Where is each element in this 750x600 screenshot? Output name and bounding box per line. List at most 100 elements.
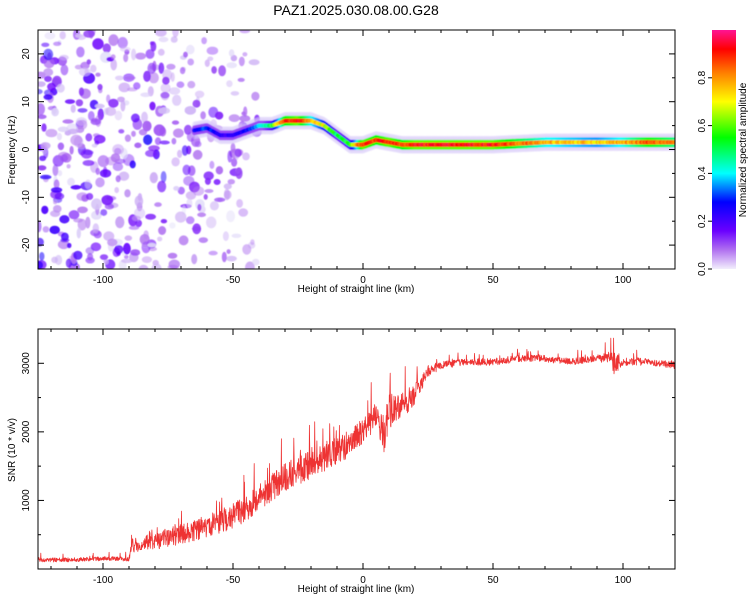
spectrogram-noise-blob (41, 42, 50, 47)
spectrogram-noise-blob (191, 254, 198, 265)
spectrogram-noise-blob (171, 137, 177, 145)
spectrogram-noise-blob (171, 120, 180, 125)
spectrogram-noise-blob (38, 114, 47, 120)
spectrogram-noise-blob (177, 149, 183, 158)
spectrogram-y-tick-label: -20 (21, 237, 32, 252)
spectrogram-noise-blob (114, 187, 119, 194)
spectrogram-noise-blob (141, 256, 152, 263)
spectrogram-noise-blob (69, 145, 74, 155)
spectrogram-noise-blob (124, 189, 131, 198)
spectrogram-noise-blob (59, 31, 66, 40)
spectrogram-noise-blob (76, 227, 82, 239)
spectrogram-noise-blob (194, 90, 205, 99)
spectrogram-noise-blob (201, 37, 207, 45)
spectrogram-noise-blob (91, 143, 98, 148)
spectrogram-noise-blob (155, 30, 167, 37)
spectrogram-noise-blob (185, 216, 195, 225)
spectrogram-noise-blob (105, 106, 117, 117)
spectrogram-noise-blob (184, 106, 196, 115)
spectrogram-noise-blob (97, 83, 103, 91)
spectrogram-noise-blob (78, 67, 91, 77)
spectrogram-noise-blob (39, 174, 52, 180)
spectrogram-noise-blob (160, 91, 170, 99)
spectrogram-noise-blob (157, 180, 167, 193)
spectrogram-noise-blob (112, 162, 124, 171)
spectrogram-noise-blob (239, 115, 251, 122)
snr-x-tick-label: 50 (487, 575, 499, 586)
spectrogram-noise-blob (252, 258, 260, 266)
spectrogram-noise-blob (236, 199, 244, 208)
spectrogram-noise-blob (82, 160, 95, 166)
spectrogram-noise-blob (145, 149, 157, 157)
spectrogram-noise-blob (149, 101, 156, 111)
spectrogram-noise-blob (59, 215, 70, 224)
spectrogram-noise-blob (53, 179, 60, 190)
spectrogram-noise-blob (148, 72, 159, 84)
spectrogram-noise-blob (114, 244, 124, 254)
spectrogram-noise-blob (226, 62, 237, 69)
spectrogram-x-tick-label: 100 (615, 275, 632, 286)
spectrogram-noise-blob (158, 36, 169, 43)
spectrogram-noise-blob (226, 249, 231, 255)
spectrogram-noise-blob (158, 226, 167, 235)
spectrogram-noise-blob (224, 190, 232, 200)
spectrogram-noise-blob (131, 113, 140, 123)
spectrogram-noise-blob (192, 186, 205, 196)
spectrogram-noise-blob (242, 244, 252, 255)
spectrogram-noise-blob (166, 63, 176, 70)
spectrogram-noise-blob (101, 195, 114, 206)
spectrogram-noise-blob (57, 142, 65, 151)
spectrogram-noise-blob (90, 118, 101, 126)
spectrogram-noise-blob (185, 191, 197, 200)
spectrogram-noise-blob (56, 132, 63, 141)
spectrogram-noise-blob (110, 54, 116, 60)
spectrogram-noise-blob (75, 33, 83, 39)
spectrogram-noise-blob (108, 34, 119, 46)
spectrogram-noise-blob (222, 231, 229, 242)
spectrogram-noise-blob (213, 179, 221, 185)
spectrogram-y-axis-label: Frequency (Hz) (7, 116, 18, 185)
spectrogram-noise-blob (130, 249, 141, 256)
spectrogram-noise-blob (227, 179, 235, 185)
snr-x-tick-label: -100 (93, 575, 113, 586)
spectrogram-noise-blob (147, 62, 156, 74)
spectrogram-noise-blob (77, 218, 87, 231)
spectrogram-noise-blob (203, 171, 214, 181)
spectrogram-noise-blob (157, 48, 165, 56)
spectrogram-noise-blob (206, 46, 219, 55)
spectrogram-noise-blob (207, 56, 214, 62)
spectrogram-noise-blob (170, 36, 178, 43)
spectrogram-noise-blob (192, 223, 202, 235)
spectrogram-noise-blob (238, 208, 249, 217)
spectrogram-noise-blob (87, 252, 94, 261)
spectrogram-noise-blob (242, 52, 248, 57)
spectrogram-noise-blob (118, 171, 130, 181)
spectrogram-noise-blob (51, 107, 59, 117)
spectrogram-noise-blob (38, 165, 47, 171)
spectrogram-noise-blob (42, 226, 50, 233)
spectrogram-noise-blob (52, 164, 59, 177)
spectrogram-noise-blob (168, 87, 181, 95)
snr-series-line (38, 337, 675, 563)
spectrogram-y-tick-label: 20 (21, 48, 32, 60)
spectrogram-noise-blob (73, 250, 83, 260)
spectrogram-noise-blob (175, 211, 187, 223)
spectrogram-noise-blob (119, 46, 131, 52)
spectrogram-noise-blob (176, 81, 185, 88)
spectrogram-noise-blob (239, 30, 251, 34)
spectrogram-noise-blob (231, 233, 242, 238)
spectrogram-noise-blob (86, 59, 92, 65)
spectrogram-noise-blob (97, 155, 110, 168)
spectrogram-noise-blob (209, 201, 219, 211)
spectrogram-noise-blob (198, 237, 208, 244)
spectrogram-noise-blob (49, 225, 60, 235)
spectrogram-noise-blob (186, 44, 195, 55)
spectrogram-noise-blob (192, 149, 203, 160)
spectrogram-noise-blob (181, 145, 189, 156)
spectrogram-noise-blob (57, 126, 69, 133)
spectrogram-noise-blob (160, 219, 168, 224)
spectrogram-noise-blob (78, 87, 85, 96)
spectrogram-noise-blob (43, 58, 55, 69)
